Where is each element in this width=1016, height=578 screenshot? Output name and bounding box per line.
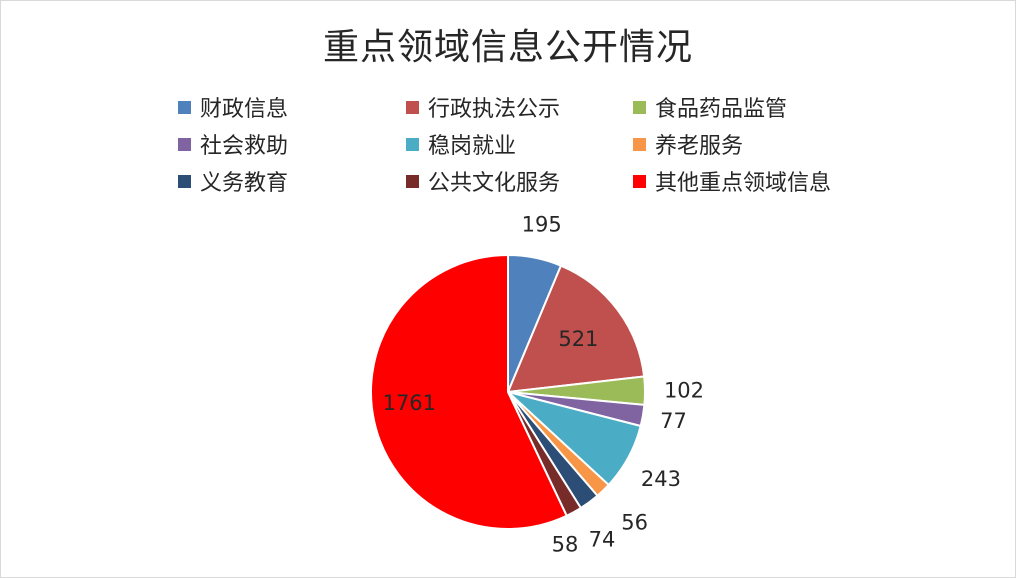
legend-item: 食品药品监管 bbox=[633, 92, 787, 122]
legend-label: 财政信息 bbox=[200, 97, 289, 122]
legend-label: 食品药品监管 bbox=[655, 97, 788, 122]
legend-label: 其他重点领域信息 bbox=[655, 171, 832, 196]
chart-title: 重点领域信息公开情况 bbox=[322, 27, 693, 68]
legend-item: 财政信息 bbox=[178, 92, 288, 122]
data-label: 56 bbox=[621, 511, 648, 535]
data-label: 195 bbox=[522, 212, 562, 236]
legend-swatch bbox=[633, 100, 646, 114]
legend-label: 养老服务 bbox=[655, 134, 744, 159]
legend-label: 公共文化服务 bbox=[428, 171, 561, 196]
data-label: 1761 bbox=[383, 391, 436, 415]
legend-swatch bbox=[633, 174, 646, 188]
legend-swatch bbox=[178, 100, 191, 114]
data-label: 243 bbox=[641, 467, 681, 491]
legend-swatch bbox=[178, 174, 191, 188]
legend-label: 行政执法公示 bbox=[428, 97, 561, 122]
legend-item: 其他重点领域信息 bbox=[633, 166, 831, 196]
legend-swatch bbox=[406, 100, 419, 114]
pie-slice bbox=[506, 264, 646, 394]
data-label: 74 bbox=[589, 528, 616, 552]
legend-swatch bbox=[406, 137, 419, 151]
legend-item: 公共文化服务 bbox=[406, 166, 560, 196]
legend-label: 义务教育 bbox=[200, 171, 289, 196]
legend-label: 稳岗就业 bbox=[428, 134, 517, 159]
legend-item: 稳岗就业 bbox=[406, 129, 516, 159]
data-label: 521 bbox=[558, 327, 598, 351]
legend-swatch bbox=[406, 174, 419, 188]
legend-label: 社会救助 bbox=[200, 134, 289, 159]
pie-slice bbox=[370, 253, 569, 530]
data-label: 102 bbox=[664, 378, 704, 402]
legend-item: 义务教育 bbox=[178, 166, 288, 196]
data-label: 77 bbox=[660, 409, 687, 433]
legend-item: 养老服务 bbox=[633, 129, 743, 159]
legend-item: 行政执法公示 bbox=[406, 92, 560, 122]
legend-swatch bbox=[633, 137, 646, 151]
data-label: 58 bbox=[552, 532, 579, 556]
legend-swatch bbox=[178, 137, 191, 151]
legend-item: 社会救助 bbox=[178, 129, 288, 159]
